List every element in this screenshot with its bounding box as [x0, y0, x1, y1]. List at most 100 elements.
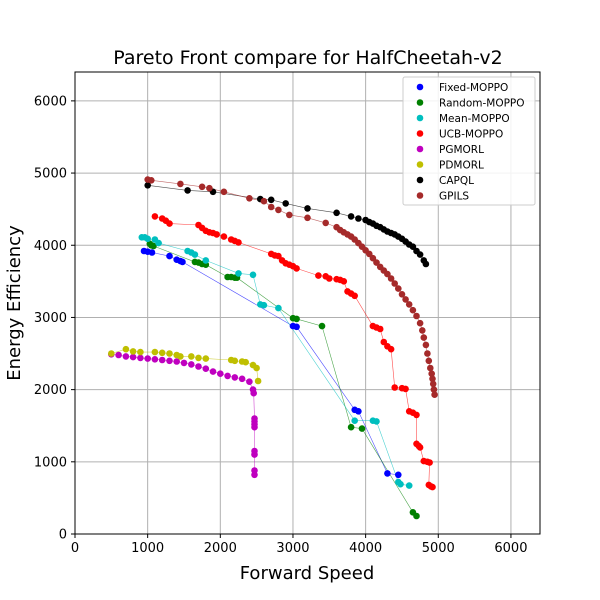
legend-marker-gpils [416, 192, 424, 199]
series-line-random-moppo [149, 243, 417, 517]
x-tick-label: 0 [71, 541, 79, 556]
legend-label-gpils: GPILS [439, 190, 469, 202]
point-capql [422, 260, 430, 268]
point-pdmorl [166, 350, 173, 357]
point-gpils [402, 296, 409, 303]
point-pgmorl [250, 389, 257, 397]
legend-label-pdmorl: PDMORL [439, 159, 484, 171]
point-ucb-moppo [351, 292, 359, 300]
point-ucb-moppo [166, 220, 173, 227]
point-pdmorl [122, 345, 130, 353]
legend-marker-ucb-moppo [416, 130, 424, 137]
point-gpils [413, 312, 420, 320]
y-tick-label: 6000 [34, 94, 67, 109]
point-random-moppo [358, 425, 366, 432]
point-capql [144, 182, 151, 189]
point-mean-moppo [275, 304, 282, 312]
point-pdmorl [253, 364, 260, 372]
point-mean-moppo [397, 480, 404, 488]
point-ucb-moppo [429, 483, 436, 491]
point-pgmorl [195, 363, 202, 370]
point-pgmorl [115, 351, 122, 359]
point-capql [282, 200, 290, 207]
series-line-pgmorl [111, 354, 255, 475]
point-pgmorl [217, 370, 224, 378]
point-mean-moppo [202, 257, 210, 264]
point-pgmorl [173, 358, 180, 365]
point-pgmorl [166, 357, 173, 365]
point-random-moppo [347, 423, 355, 431]
y-tick-label: 1000 [34, 455, 67, 470]
point-gpils [422, 341, 430, 349]
point-gpils [420, 334, 428, 341]
x-axis-label: Forward Speed [240, 563, 375, 584]
point-gpils [405, 301, 413, 308]
point-ucb-moppo [235, 239, 242, 246]
point-gpils [373, 259, 380, 266]
y-tick-label: 0 [59, 528, 67, 543]
point-capql [267, 196, 275, 204]
point-gpils [398, 291, 406, 298]
point-fixed-moppo [395, 471, 402, 479]
point-pgmorl [122, 353, 130, 360]
point-pgmorl [158, 356, 166, 364]
point-pdmorl [231, 357, 239, 365]
legend-marker-capql [416, 176, 424, 184]
point-ucb-moppo [220, 233, 228, 240]
x-tick-label: 3000 [276, 541, 309, 556]
point-random-moppo [150, 242, 157, 250]
legend-label-capql: CAPQL [439, 175, 474, 187]
point-capql [184, 187, 191, 194]
point-gpils [395, 285, 402, 292]
point-gpils [419, 327, 426, 334]
point-mean-moppo [144, 235, 151, 243]
point-fixed-moppo [355, 408, 362, 415]
point-gpils [177, 180, 184, 188]
point-capql [347, 213, 355, 220]
point-mean-moppo [249, 271, 257, 279]
point-fixed-moppo [384, 470, 391, 477]
axis-ticks: 0 1000 2000 3000 4000 5000 6000 0 1000 2000 3000 40… [34, 94, 528, 556]
point-gpils [391, 280, 399, 287]
point-ucb-moppo [376, 325, 384, 333]
point-pgmorl [209, 368, 217, 375]
point-pgmorl [251, 471, 258, 479]
point-gpils [429, 380, 437, 388]
point-gpils [425, 357, 433, 365]
point-gpils [430, 386, 438, 393]
x-tick-label: 6000 [494, 541, 527, 556]
point-random-moppo [293, 315, 300, 323]
point-gpils [369, 254, 377, 262]
x-tick-label: 5000 [422, 541, 455, 556]
point-gpils [148, 177, 155, 184]
point-ucb-moppo [326, 275, 333, 282]
point-gpils [416, 319, 424, 327]
point-capql [416, 251, 424, 258]
point-pdmorl [242, 358, 249, 366]
legend: Fixed-MOPPO Random-MOPPO Mean-MOPPO UCB-MOP… [402, 76, 536, 206]
x-tick-label: 4000 [349, 541, 382, 556]
point-pgmorl [180, 359, 188, 367]
point-ucb-moppo [391, 384, 399, 391]
point-pgmorl [188, 361, 195, 368]
point-pdmorl [195, 354, 202, 362]
point-ucb-moppo [293, 265, 300, 272]
point-ucb-moppo [426, 459, 433, 466]
point-pdmorl [151, 348, 159, 356]
legend-marker-random-moppo [416, 99, 424, 106]
point-ucb-moppo [315, 272, 322, 279]
legend-marker-mean-moppo [416, 114, 424, 122]
point-ucb-moppo [387, 345, 395, 353]
point-pgmorl [231, 374, 239, 381]
point-gpils [286, 211, 293, 219]
point-pgmorl [224, 372, 231, 380]
y-tick-label: 5000 [34, 167, 67, 182]
point-pgmorl [129, 353, 137, 361]
point-pgmorl [238, 375, 246, 383]
point-gpils [428, 370, 436, 378]
point-gpils [206, 184, 213, 192]
legend-label-random-moppo: Random-MOPPO [439, 97, 525, 109]
y-tick-label: 4000 [34, 239, 67, 254]
point-gpils [246, 195, 253, 202]
point-ucb-moppo [413, 411, 420, 419]
